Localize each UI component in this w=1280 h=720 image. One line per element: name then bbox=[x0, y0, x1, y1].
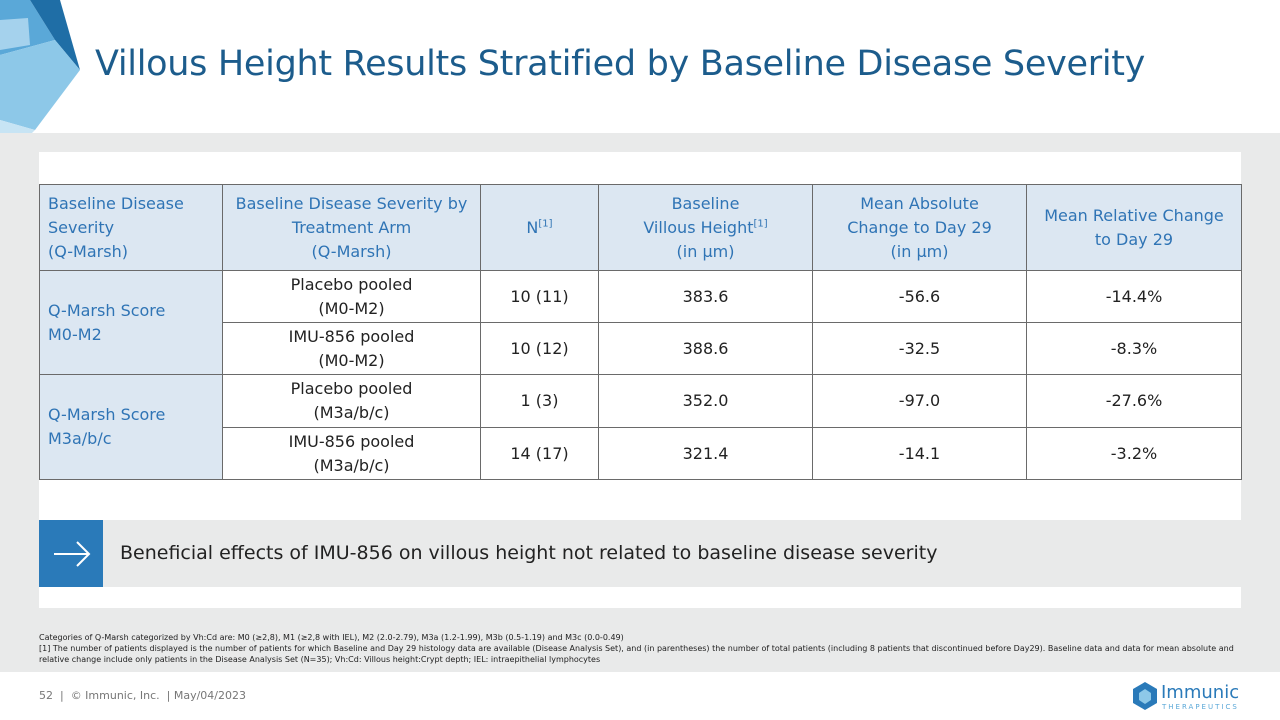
data-cell: -14.4% bbox=[1026, 270, 1242, 323]
cell-text: N bbox=[526, 217, 539, 237]
cell-line: Placebo pooled bbox=[290, 274, 413, 294]
cell-line: 321.4 bbox=[682, 443, 729, 463]
data-cell: 10 (11) bbox=[480, 270, 599, 323]
cell-line: Severity bbox=[48, 217, 115, 237]
header-cell: Baseline Disease Severity by Treatment Ar… bbox=[222, 184, 481, 271]
arm-cell: IMU-856 pooled (M3a/b/c) bbox=[222, 427, 481, 480]
cell-line: (Q-Marsh) bbox=[311, 241, 392, 261]
cell-line: M3a/b/c bbox=[48, 429, 112, 448]
data-cell: 10 (12) bbox=[480, 322, 599, 375]
cell-line: -14.4% bbox=[1105, 286, 1163, 306]
logo-subtext: THERAPEUTICS bbox=[1162, 703, 1239, 711]
arm-cell: IMU-856 pooled (M0-M2) bbox=[222, 322, 481, 375]
cell-text: Villous Height bbox=[643, 217, 754, 237]
data-cell: -14.1 bbox=[812, 427, 1027, 480]
cell-line: Placebo pooled bbox=[290, 379, 413, 398]
cell-line: Mean Relative Change bbox=[1044, 205, 1224, 225]
cell-line: -56.6 bbox=[898, 286, 941, 306]
arm-cell: Placebo pooled (M0-M2) bbox=[222, 270, 481, 323]
data-cell: 321.4 bbox=[598, 427, 813, 480]
group-cell: Q-Marsh Score M3a/b/c bbox=[39, 374, 223, 480]
slide-title: Villous Height Results Stratified by Bas… bbox=[95, 44, 1146, 84]
cell-line: Q-Marsh Score bbox=[48, 405, 166, 424]
footer-text: 52 | © Immunic, Inc. | May/04/2023 bbox=[39, 689, 247, 702]
cell-line: -27.6% bbox=[1105, 391, 1163, 410]
data-cell: -8.3% bbox=[1026, 322, 1242, 375]
logo-icon bbox=[1133, 682, 1157, 710]
cell-line: IMU-856 pooled bbox=[288, 431, 415, 451]
footnotes: Categories of Q-Marsh categorized by Vh:… bbox=[39, 632, 1244, 665]
data-cell: 352.0 bbox=[598, 374, 813, 428]
footnote-ref: [1] bbox=[753, 218, 768, 230]
arrow-icon bbox=[39, 520, 103, 587]
cell-line: (M0-M2) bbox=[318, 350, 385, 370]
cell-line: (M3a/b/c) bbox=[313, 455, 390, 475]
cell-line: Baseline Disease Severity by bbox=[235, 193, 468, 213]
cell-line: (Q-Marsh) bbox=[48, 241, 128, 261]
data-cell: -97.0 bbox=[812, 374, 1027, 428]
cell-line: -8.3% bbox=[1110, 338, 1158, 358]
group-cell: Q-Marsh Score M0-M2 bbox=[39, 270, 223, 375]
cell-line: Baseline Disease bbox=[48, 193, 184, 213]
cell-line: M0-M2 bbox=[48, 324, 102, 344]
cell-line: (in µm) bbox=[890, 241, 949, 261]
header-cell: Baseline Villous Height[1] (in µm) bbox=[598, 184, 813, 271]
data-cell: 383.6 bbox=[598, 270, 813, 323]
header-cell: Baseline Disease Severity (Q-Marsh) bbox=[39, 184, 223, 271]
cell-line: (in µm) bbox=[676, 241, 735, 261]
footnote-ref: [1] bbox=[538, 218, 553, 230]
cell-line: 352.0 bbox=[682, 391, 729, 410]
data-cell: 1 (3) bbox=[480, 374, 599, 428]
cell-line: Mean Absolute bbox=[860, 193, 979, 213]
cell-line: -97.0 bbox=[898, 391, 941, 410]
cell-line: (M0-M2) bbox=[318, 298, 385, 318]
cell-line: Change to Day 29 bbox=[847, 217, 992, 237]
cell-line: Treatment Arm bbox=[291, 217, 412, 237]
cell-line: IMU-856 pooled bbox=[288, 326, 415, 346]
header-cell: Mean Relative Change to Day 29 bbox=[1026, 184, 1242, 271]
cell-line: 14 (17) bbox=[510, 443, 569, 463]
cell-line: 388.6 bbox=[682, 338, 729, 358]
cell-line: 10 (12) bbox=[510, 338, 569, 358]
cell-line: Baseline bbox=[671, 193, 740, 213]
cell-line: to Day 29 bbox=[1094, 229, 1174, 249]
data-cell: 388.6 bbox=[598, 322, 813, 375]
cell-line: -32.5 bbox=[898, 338, 941, 358]
logo-text: Immunic bbox=[1161, 682, 1240, 703]
data-cell: -27.6% bbox=[1026, 374, 1242, 428]
cell-line: Q-Marsh Score bbox=[48, 300, 166, 320]
data-cell: -56.6 bbox=[812, 270, 1027, 323]
cell-line: (M3a/b/c) bbox=[313, 403, 390, 422]
header-cell: Mean Absolute Change to Day 29 (in µm) bbox=[812, 184, 1027, 271]
data-cell: 14 (17) bbox=[480, 427, 599, 480]
data-cell: -3.2% bbox=[1026, 427, 1242, 480]
cell-line: -3.2% bbox=[1110, 443, 1158, 463]
arm-cell: Placebo pooled (M3a/b/c) bbox=[222, 374, 481, 428]
cell-line: Villous Height[1] bbox=[643, 216, 767, 240]
footnote: [1] The number of patients displayed is … bbox=[39, 644, 1234, 664]
footnote: Categories of Q-Marsh categorized by Vh:… bbox=[39, 633, 624, 642]
cell-line: 1 (3) bbox=[520, 391, 559, 410]
cell-line: 10 (11) bbox=[510, 286, 569, 306]
cell-line: N[1] bbox=[526, 216, 552, 240]
callout-box bbox=[39, 520, 1241, 587]
cell-line: -14.1 bbox=[898, 443, 941, 463]
cell-line: 383.6 bbox=[682, 286, 729, 306]
data-cell: -32.5 bbox=[812, 322, 1027, 375]
callout-text: Beneficial effects of IMU-856 on villous… bbox=[120, 542, 938, 564]
header-cell: N[1] bbox=[480, 184, 599, 271]
corner-decoration bbox=[0, 0, 80, 165]
